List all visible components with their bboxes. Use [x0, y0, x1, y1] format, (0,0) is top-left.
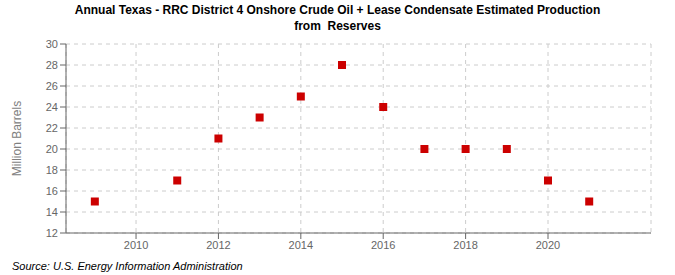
svg-text:26: 26 — [46, 80, 58, 92]
svg-text:2010: 2010 — [124, 239, 148, 251]
html-text:Source: U.S. Energy Informatio: Source: U.S. Energy Information Administ… — [12, 260, 243, 272]
svg-text:2012: 2012 — [206, 239, 230, 251]
svg-text:24: 24 — [46, 101, 58, 113]
svg-text:12: 12 — [46, 227, 58, 239]
svg-text:20: 20 — [46, 143, 58, 155]
svg-text:28: 28 — [46, 59, 58, 71]
svg-text:22: 22 — [46, 122, 58, 134]
svg-text:2020: 2020 — [536, 239, 560, 251]
svg-text:2014: 2014 — [289, 239, 313, 251]
svg-text:14: 14 — [46, 206, 58, 218]
svg-text:30: 30 — [46, 38, 58, 50]
html-text:Annual Texas - RRC District 4: Annual Texas - RRC District 4 Onshore Cr… — [74, 3, 601, 17]
svg-text:18: 18 — [46, 164, 58, 176]
svg-text:2018: 2018 — [453, 239, 477, 251]
svg-text:16: 16 — [46, 185, 58, 197]
svg-text:2016: 2016 — [371, 239, 395, 251]
html-text:from Reserves: from Reserves — [294, 19, 381, 33]
svg-text:Million Barrels: Million Barrels — [10, 101, 24, 176]
